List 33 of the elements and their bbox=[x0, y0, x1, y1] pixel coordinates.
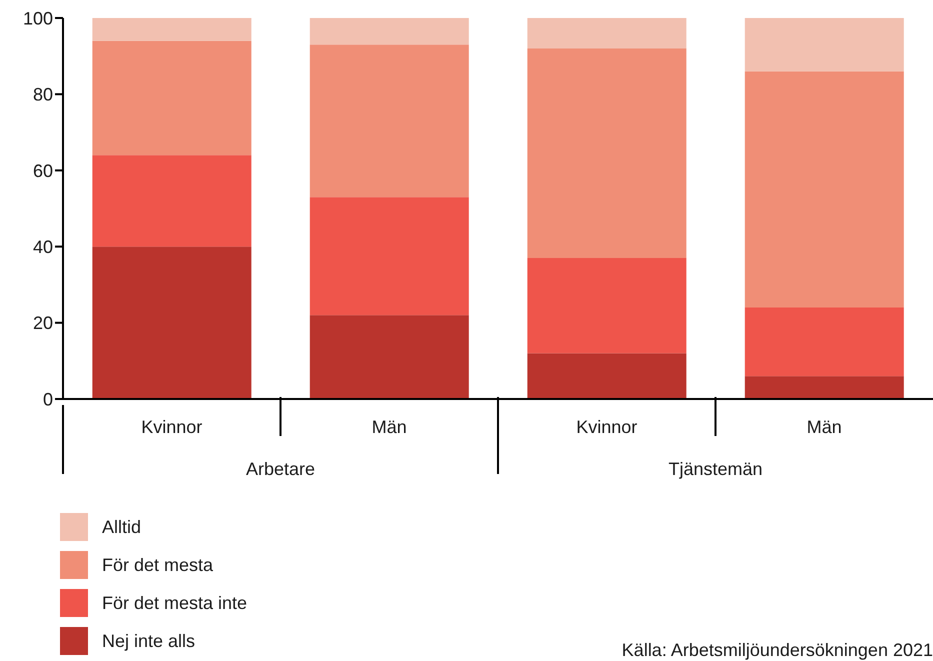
y-tick-label: 0 bbox=[42, 389, 53, 410]
x-tick-label: Män bbox=[372, 417, 407, 437]
legend-label: Nej inte alls bbox=[102, 630, 196, 652]
x-tick-label: Kvinnor bbox=[141, 417, 202, 437]
bar bbox=[310, 315, 469, 399]
bar bbox=[92, 155, 252, 247]
text: Arbetare bbox=[246, 459, 316, 479]
bar bbox=[744, 376, 904, 399]
bar bbox=[92, 18, 252, 41]
bar bbox=[527, 18, 686, 48]
y-tick-label: 40 bbox=[32, 236, 53, 257]
bar bbox=[527, 48, 686, 258]
x-tick-label: Män bbox=[806, 417, 842, 437]
y-tick-label: 60 bbox=[32, 160, 53, 181]
text: Källa: Arbetsmiljöundersökningen 2021 bbox=[622, 640, 933, 661]
text: Tjänstemän bbox=[668, 459, 763, 479]
legend-label: För det mesta bbox=[102, 554, 214, 576]
bar bbox=[527, 258, 686, 354]
bar bbox=[744, 71, 904, 308]
legend-label: För det mesta inte bbox=[102, 592, 248, 614]
x-tick-label: Kvinnor bbox=[576, 417, 638, 437]
bar bbox=[310, 44, 469, 198]
bar bbox=[744, 18, 904, 72]
bar bbox=[92, 246, 252, 399]
y-tick-label: 80 bbox=[32, 84, 53, 105]
legend-label: Alltid bbox=[102, 516, 142, 538]
bar bbox=[310, 197, 469, 316]
bar bbox=[744, 308, 904, 376]
bar bbox=[92, 40, 252, 156]
y-tick-label: 20 bbox=[32, 313, 53, 334]
y-tick-label: 100 bbox=[22, 8, 53, 28]
bar bbox=[527, 353, 686, 399]
bar bbox=[310, 18, 469, 45]
